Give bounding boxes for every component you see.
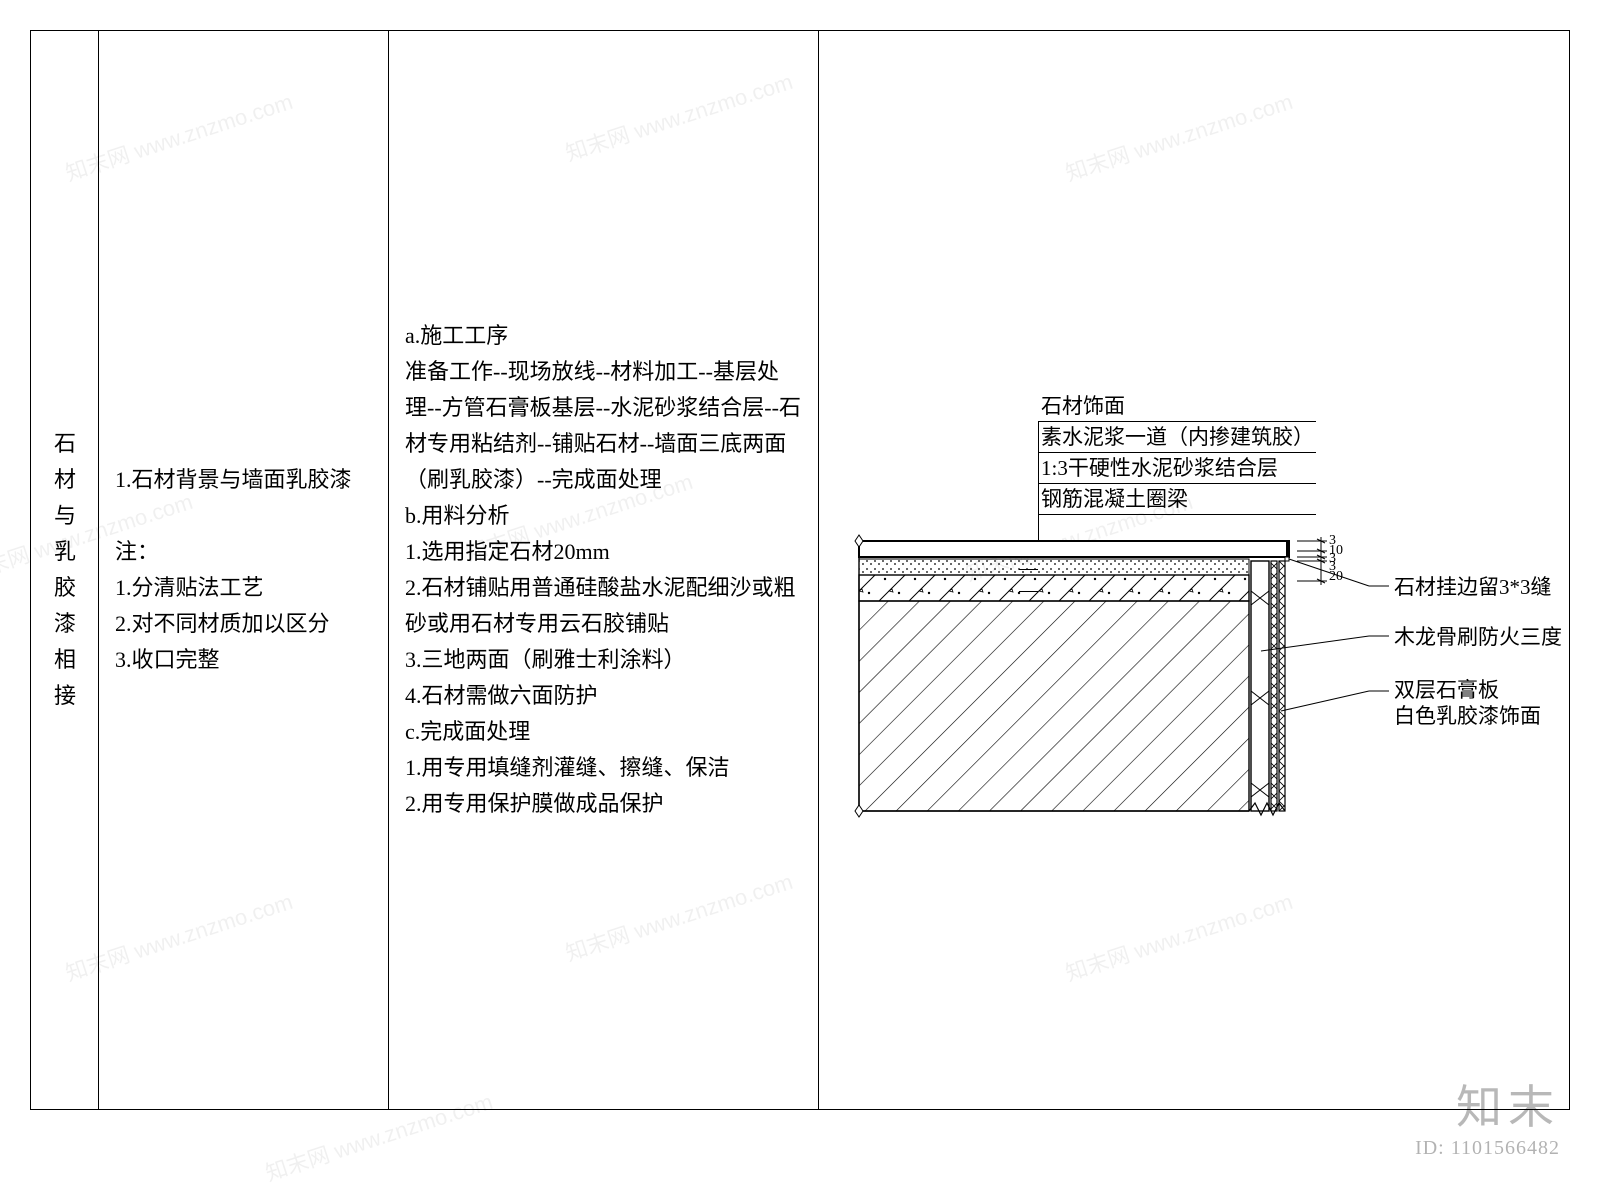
note-line: 1.石材背景与墙面乳胶漆 xyxy=(115,462,372,498)
dim-text: 20 xyxy=(1329,569,1343,585)
section-diagram: 石材饰面 素水泥浆一道（内掺建筑胶） 1:3干硬性水泥砂浆结合层 钢筋混凝土圈梁 xyxy=(849,391,1549,821)
title-char: 漆 xyxy=(31,606,99,642)
callout-label: 石材挂边留3*3缝 xyxy=(1394,574,1552,600)
section-svg xyxy=(849,391,1549,821)
proc-line: b.用料分析 xyxy=(405,498,802,534)
callout-line: 白色乳胶漆饰面 xyxy=(1394,704,1541,728)
title-char: 胶 xyxy=(31,570,99,606)
title-char: 相 xyxy=(31,642,99,678)
title-char: 材 xyxy=(31,462,99,498)
note-line: 2.对不同材质加以区分 xyxy=(115,606,372,642)
proc-line: 1.选用指定石材20mm xyxy=(405,534,802,570)
proc-line: 准备工作--现场放线--材料加工--基层处理--方管石膏板基层--水泥砂浆结合层… xyxy=(405,354,802,498)
title-char: 石 xyxy=(31,426,99,462)
footer-brand: 知末 xyxy=(1415,1071,1560,1137)
callout-line: 双层石膏板 xyxy=(1394,678,1499,702)
proc-line: 1.用专用填缝剂灌缝、擦缝、保洁 xyxy=(405,750,802,786)
column-title: 石 材 与 乳 胶 漆 相 接 xyxy=(31,31,99,1109)
column-diagram: 石材饰面 素水泥浆一道（内掺建筑胶） 1:3干硬性水泥砂浆结合层 钢筋混凝土圈梁 xyxy=(819,31,1571,1109)
footer-watermark: 知末 ID: 1101566482 xyxy=(1415,1071,1560,1160)
title-char: 接 xyxy=(31,678,99,714)
proc-line: 2.石材铺贴用普通硅酸盐水泥配细沙或粗砂或用石材专用云石胶铺贴 xyxy=(405,570,802,642)
table-frame: 石 材 与 乳 胶 漆 相 接 1.石材背景与墙面乳胶漆 注： 1.分清贴法工艺… xyxy=(30,30,1570,1110)
proc-line: 4.石材需做六面防护 xyxy=(405,678,802,714)
page: 知末网 www.znzmo.com 知末网 www.znzmo.com 知末网 … xyxy=(0,0,1600,1200)
callout-label: 双层石膏板 白色乳胶漆饰面 xyxy=(1394,677,1541,729)
footer-id: ID: 1101566482 xyxy=(1415,1137,1560,1160)
callout-label: 木龙骨刷防火三度 xyxy=(1394,624,1562,650)
proc-line: 3.三地两面（刷雅士利涂料） xyxy=(405,642,802,678)
note-label: 注： xyxy=(115,534,372,570)
title-char: 乳 xyxy=(31,534,99,570)
process-body: a.施工工序 准备工作--现场放线--材料加工--基层处理--方管石膏板基层--… xyxy=(405,318,802,822)
column-notes: 1.石材背景与墙面乳胶漆 注： 1.分清贴法工艺 2.对不同材质加以区分 3.收… xyxy=(99,31,389,1109)
row-title-vertical: 石 材 与 乳 胶 漆 相 接 xyxy=(31,426,99,714)
note-line: 1.分清贴法工艺 xyxy=(115,570,372,606)
notes-body: 1.石材背景与墙面乳胶漆 注： 1.分清贴法工艺 2.对不同材质加以区分 3.收… xyxy=(115,462,372,678)
title-char: 与 xyxy=(31,498,99,534)
proc-line: a.施工工序 xyxy=(405,318,802,354)
proc-line: 2.用专用保护膜做成品保护 xyxy=(405,786,802,822)
column-process: a.施工工序 准备工作--现场放线--材料加工--基层处理--方管石膏板基层--… xyxy=(389,31,819,1109)
note-line: 3.收口完整 xyxy=(115,642,372,678)
proc-line: c.完成面处理 xyxy=(405,714,802,750)
